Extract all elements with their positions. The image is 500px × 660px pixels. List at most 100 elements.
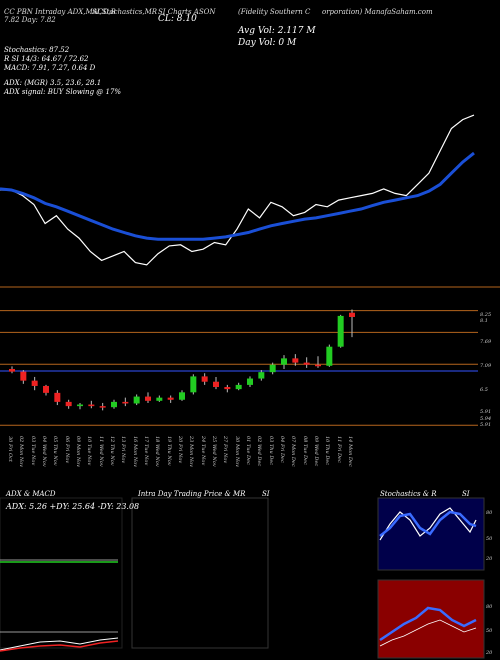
close-price: CL: 8.10 xyxy=(158,14,197,24)
price-tick: 7.69 xyxy=(480,339,492,345)
rsi-axis-tick: 80 xyxy=(486,604,493,610)
date-label: 04 Fri Dec xyxy=(279,436,285,463)
date-label: 01 Tue Dec xyxy=(245,436,251,465)
candle-body xyxy=(111,401,117,408)
candle-body xyxy=(190,376,197,393)
candle-body xyxy=(269,364,276,373)
date-label: 08 Tue Dec xyxy=(301,436,308,465)
stoch-axis-tick: 80 xyxy=(486,510,493,516)
date-label: 12 Thu Nov xyxy=(109,436,115,466)
intraday-panel xyxy=(131,497,269,649)
adx-signal: ADX signal: BUY Slowing @ 17% xyxy=(4,88,122,96)
candle-body xyxy=(99,406,106,408)
price-tick: 5.91 xyxy=(480,409,492,415)
header-title-1: CC PBN Intraday ADX,MACD,B xyxy=(4,8,116,16)
adx-value: ADX: (MGR) 3.5, 23.6, 28.1 xyxy=(4,79,102,87)
stoch-panel-title: Stochastics & R xyxy=(380,490,437,498)
candle-body xyxy=(303,362,310,365)
date-label: 20 Fri Nov xyxy=(177,436,183,464)
date-label: 24 Tue Nov xyxy=(199,436,206,466)
price-tick: 8.25 xyxy=(480,312,492,318)
rsi-panel xyxy=(377,579,485,659)
stoch-d-line xyxy=(379,510,477,537)
candle-body xyxy=(281,358,287,365)
date-label: 06 Fri Nov xyxy=(63,436,70,464)
header-sub: 7.82 Day: 7.82 xyxy=(4,16,56,24)
date-label: 04 Wed Nov xyxy=(41,436,47,467)
date-label: 10 Thu Dec xyxy=(324,436,331,466)
rsi-line xyxy=(379,606,477,642)
price-line xyxy=(0,114,475,266)
date-label: 07 Mon Dec xyxy=(290,436,297,467)
candle-body xyxy=(235,384,242,390)
stoch-k-line xyxy=(379,507,477,541)
date-label: 11 Wed Nov xyxy=(97,436,104,467)
candle-body xyxy=(201,376,208,382)
date-label: 18 Wed Nov xyxy=(154,436,161,467)
date-label: 23 Mon Nov xyxy=(188,436,195,468)
candle-body xyxy=(213,381,219,388)
avg-volume: Avg Vol: 2.117 M xyxy=(238,26,316,36)
macd-value: MACD: 7.91, 7.27, 0.64 D xyxy=(4,64,96,72)
rsi-value: R SI 14/3: 64.67 / 72.62 xyxy=(4,55,89,63)
stochastics-value: Stochastics: 87.52 xyxy=(4,46,70,54)
candle-body xyxy=(258,372,265,379)
candle-body xyxy=(77,404,83,407)
rsi-axis-tick: 50 xyxy=(486,628,493,634)
intraday-panel-title: Intra Day Trading Price & MR xyxy=(138,490,246,498)
price-tick: 7.09 xyxy=(480,363,492,369)
date-label: 25 Wed Nov xyxy=(211,436,217,467)
candle-body xyxy=(133,396,140,404)
date-label: 30 Mon Nov xyxy=(233,436,240,468)
candle-body xyxy=(54,392,61,402)
price-tick: 6.5 xyxy=(480,387,488,393)
date-label: 02 Mon Nov xyxy=(18,436,25,468)
stoch-axis-tick: 50 xyxy=(486,536,493,542)
date-label: 05 Thu Nov xyxy=(52,436,59,466)
header-title-2: SI,Stochastics,MR xyxy=(92,8,158,16)
candle-body xyxy=(247,378,253,385)
candle-body xyxy=(145,396,151,401)
candle-body xyxy=(349,312,355,317)
date-label: 16 Mon Nov xyxy=(131,436,138,468)
candle-body xyxy=(65,401,72,407)
adx-panel xyxy=(0,497,123,649)
candle-body xyxy=(88,404,95,407)
price-tick: 5.91 xyxy=(480,422,492,428)
adx-panel-values: ADX: 5.26 +DY: 25.64 -DY: 23.08 xyxy=(6,502,140,511)
header-title-3: SI Charts ASON xyxy=(158,8,216,16)
candle-body xyxy=(43,385,49,393)
day-volume: Day Vol: 0 M xyxy=(238,38,297,48)
moving-average-line xyxy=(0,151,475,241)
date-label: 11 Fri Dec xyxy=(335,436,342,463)
candle-body xyxy=(156,397,163,401)
candle-body xyxy=(167,397,174,400)
stoch-axis-tick: 20 xyxy=(486,556,493,562)
date-label: 13 Fri Nov xyxy=(120,436,127,464)
rsi-avg-line xyxy=(379,619,477,647)
candle-body xyxy=(337,315,344,347)
candle-body xyxy=(20,371,27,381)
price-tick: 8.1 xyxy=(480,318,488,324)
date-label: 03 Thu Dec xyxy=(267,436,274,466)
candle-body xyxy=(31,380,38,386)
candle-body xyxy=(122,401,129,404)
candle-body xyxy=(179,392,185,400)
date-label: 09 Wed Dec xyxy=(313,436,319,467)
date-label: 14 Mon Dec xyxy=(347,436,353,467)
header-title-4: (Fidelity Southern C xyxy=(238,8,311,16)
date-label: 17 Tue Nov xyxy=(143,436,149,466)
date-label: 19 Thu Nov xyxy=(165,436,172,466)
adx-panel-title: ADX & MACD xyxy=(6,490,56,498)
macd-signal-line xyxy=(0,640,119,652)
candle-body xyxy=(224,387,231,390)
date-label: 30 Fri Oct xyxy=(7,436,13,462)
rsi-axis-tick: 20 xyxy=(486,650,493,656)
header-title-5: orporation) ManafaSaham.com xyxy=(322,8,433,16)
date-label: 03 Tue Nov xyxy=(29,436,36,466)
date-label: 02 Wed Dec xyxy=(256,436,263,467)
intraday-panel-si: SI xyxy=(262,490,270,498)
candle-body xyxy=(315,364,321,367)
candle-body xyxy=(9,368,15,372)
candle-body xyxy=(326,346,333,366)
